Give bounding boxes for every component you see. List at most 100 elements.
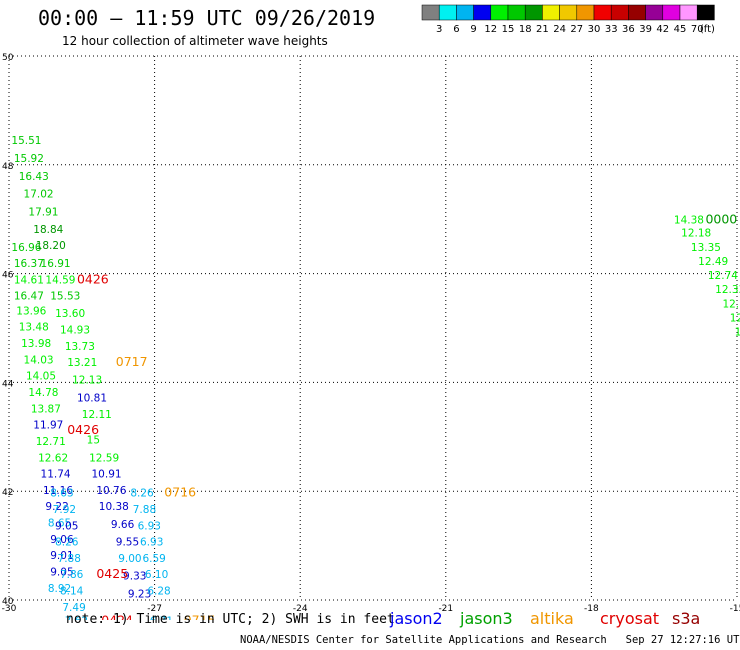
wave-height-label: 8.26 <box>55 537 79 549</box>
legend-label: 6 <box>453 24 459 35</box>
wave-height-label: 11.97 <box>33 420 63 432</box>
wave-height-label: 13.96 <box>16 305 46 317</box>
y-tick-label: 44 <box>2 379 14 389</box>
legend-label: 33 <box>605 24 618 35</box>
legend-label: 70 <box>691 24 704 35</box>
wave-height-label: 12. <box>735 327 740 339</box>
wave-height-label: 7.49 <box>62 602 85 614</box>
wave-height-label: 16.43 <box>19 171 49 183</box>
y-tick-label: 40 <box>2 597 14 607</box>
wave-height-label: 15.51 <box>11 135 41 147</box>
wave-height-label: 9.33 <box>123 570 146 582</box>
credit-timestamp: Sep 27 12:27:16 UTC 2019 <box>625 634 740 646</box>
wave-height-label: 12.81 <box>730 312 740 324</box>
y-tick-label: 42 <box>2 488 13 498</box>
wave-height-label: 14.03 <box>24 354 54 366</box>
wave-height-label: 13.73 <box>65 341 95 353</box>
legend-label: 30 <box>588 24 601 35</box>
x-tick-label: -27 <box>147 604 162 614</box>
legend-cryosat: cryosat <box>600 609 660 628</box>
wave-height-label: 14.38 <box>674 215 704 227</box>
wave-height-label: 12.62 <box>38 452 68 464</box>
wave-height-label: 12.71 <box>36 436 66 448</box>
legend-swatch <box>696 4 715 21</box>
wave-height-label: 8.63 <box>50 488 73 500</box>
pass-time-label: 0717 <box>116 354 148 369</box>
x-tick-label: -15 <box>730 604 740 614</box>
wave-height-label: 8.92 <box>48 583 71 595</box>
wave-height-label: 12.13 <box>72 374 102 386</box>
wave-height-label: 12.33 <box>715 284 740 296</box>
wave-height-label: 10.76 <box>96 485 126 497</box>
legend-label: 39 <box>639 24 652 35</box>
legend-altika: altika <box>530 609 574 628</box>
wave-height-label: 14.59 <box>45 274 75 286</box>
wave-height-label: 13.48 <box>19 322 49 334</box>
wave-height-label: 14.93 <box>60 324 90 336</box>
wave-height-label: 16.91 <box>41 258 71 270</box>
legend-label: 18 <box>519 24 532 35</box>
wave-height-label: 18.84 <box>33 224 63 236</box>
wave-height-label: 13.98 <box>21 338 51 350</box>
pass-time-label: 0426 <box>67 422 99 437</box>
legend-label: 15 <box>502 24 515 35</box>
wave-height-label: 8.65 <box>48 518 71 530</box>
wave-height-label: 7.86 <box>60 569 84 581</box>
y-tick-label: 48 <box>2 162 14 172</box>
wave-height-label: 15.53 <box>50 291 80 303</box>
wave-height-label: 18.20 <box>36 240 66 252</box>
wave-height-label: 9.22 <box>45 501 68 513</box>
wave-height-label: 12.49 <box>698 256 728 268</box>
wave-height-label: 9.01 <box>50 550 73 562</box>
x-tick-label: -18 <box>584 604 599 614</box>
pass-time-label: 0425 <box>96 566 128 581</box>
pass-time-label: 0715 <box>184 612 216 620</box>
legend-label: 12 <box>484 24 497 35</box>
wave-height-label: 13.87 <box>31 403 61 415</box>
map-plot: -30 -27 -24 -21 -18 -15 40 42 44 46 48 50 15.51 15.92… <box>2 53 740 620</box>
wave-height-label: 10.38 <box>99 501 129 513</box>
wave-height-label: 9.23 <box>128 588 151 600</box>
wave-height-label: 16.37 <box>14 258 44 270</box>
wave-height-label: 9.00 <box>118 553 141 565</box>
wave-height-label: 12.74 <box>722 298 740 310</box>
wave-height-label: 9.06 <box>50 534 74 546</box>
x-tick-label: -21 <box>438 604 453 614</box>
wave-height-label: 13.21 <box>67 357 97 369</box>
legend-s3a: s3a <box>672 609 701 628</box>
wave-height-label: 6.10 <box>145 569 168 581</box>
pass-time-label: 0426 <box>77 271 109 286</box>
wave-height-label: 8.14 <box>60 586 84 598</box>
wave-height-label: 13.60 <box>55 308 85 320</box>
wave-height-label: 17.02 <box>24 188 54 200</box>
wave-height-label: 13.35 <box>691 242 721 254</box>
wave-height-label: 9.05 <box>50 567 73 579</box>
legend-label: 45 <box>674 24 687 35</box>
footer-credit: NOAA/NESDIS Center for Satellite Applica… <box>240 634 740 646</box>
wave-height-label: 12.59 <box>89 452 119 464</box>
wave-height-label: 6.28 <box>147 586 170 598</box>
legend-label: 3 <box>436 24 442 35</box>
pass-time-label: 0716 <box>164 485 196 500</box>
legend-jason2: jason2 <box>390 609 443 628</box>
wave-height-label: 14.05 <box>26 371 56 383</box>
wave-height-label: 9.05 <box>55 520 78 532</box>
wave-height-label: 15.92 <box>14 153 44 165</box>
legend-label: 42 <box>656 24 669 35</box>
wave-height-label: 7.88 <box>133 504 156 516</box>
pass-time-label: 0000 <box>705 212 737 227</box>
wave-height-label: 8.26 <box>130 488 154 500</box>
wave-height-label: 17.91 <box>28 206 58 218</box>
y-tick-label: 46 <box>2 271 14 281</box>
wave-height-label: 6.93 <box>140 537 163 549</box>
footer-note: note: 1) Time is in UTC; 2) SWH is in fe… <box>66 612 395 627</box>
wave-height-label: 6.93 <box>138 520 161 532</box>
pass-time-label: 0424 <box>101 612 133 620</box>
legend-label: 27 <box>570 24 583 35</box>
wave-height-label: 12.74 <box>708 270 738 282</box>
wave-height-label: 9.66 <box>111 519 135 531</box>
color-legend: 3 6 9 12 15 18 21 24 27 30 33 36 39 42 45 70(ft) <box>421 4 715 35</box>
legend-label: 24 <box>553 24 566 35</box>
x-tick-label: -24 <box>293 604 308 614</box>
wave-height-label: 6.71 <box>150 615 173 620</box>
